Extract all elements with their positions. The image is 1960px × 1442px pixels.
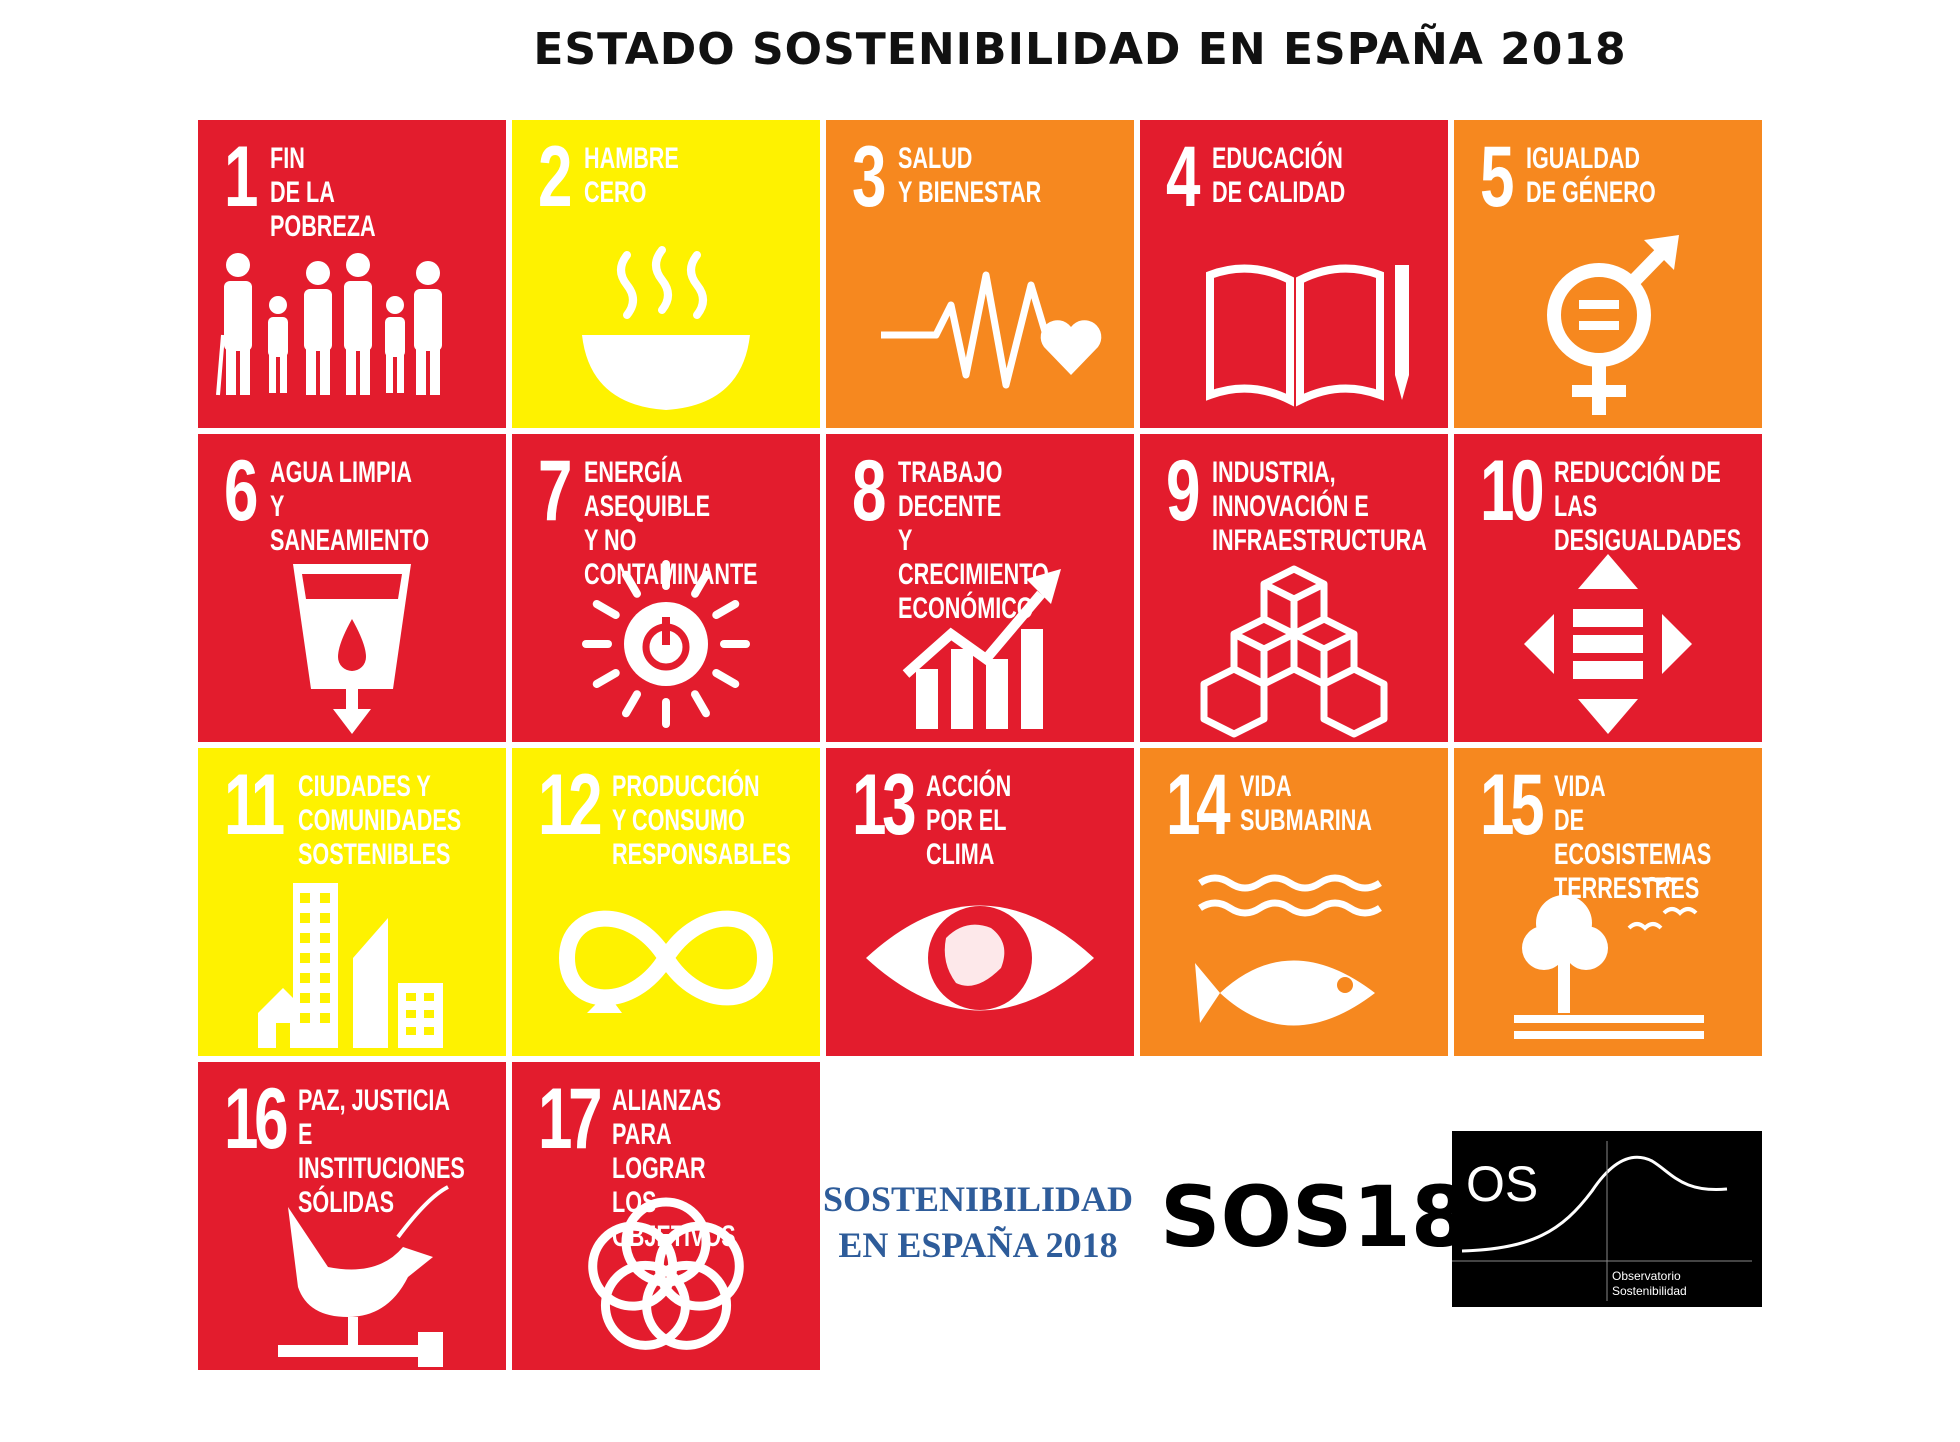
sdg-number: 4 xyxy=(1166,129,1200,225)
sdg-label: TRABAJO DECENTE Y CRECIMIENTO ECONÓMICO xyxy=(898,456,1049,625)
dove-gavel-icon xyxy=(198,1177,506,1367)
cubes-icon xyxy=(1140,549,1448,739)
fish-waves-icon xyxy=(1140,863,1448,1053)
sun-power-icon xyxy=(512,549,820,739)
sdg-tile-15: 15 VIDA DE ECOSISTEMAS TERRESTRES xyxy=(1454,748,1762,1056)
sdg-tile-3: 3 SALUD Y BIENESTAR xyxy=(826,120,1134,428)
family-icon xyxy=(198,235,506,425)
infinity-loop-icon xyxy=(512,863,820,1053)
sdg-tile-9: 9 INDUSTRIA, INNOVACIÓN E INFRAESTRUCTURA xyxy=(1140,434,1448,742)
sdg-tile-2: 2 HAMBRE CERO xyxy=(512,120,820,428)
sdg-number: 6 xyxy=(224,443,258,539)
sdg-tile-17: 17 ALIANZAS PARA LOGRAR LOS OBJETIVOS xyxy=(512,1062,820,1370)
partnership-rings-icon xyxy=(512,1177,820,1367)
sdg-label: PAZ, JUSTICIA E INSTITUCIONES SÓLIDAS xyxy=(298,1084,465,1219)
sdg-number: 7 xyxy=(538,443,572,539)
sdg-number: 14 xyxy=(1166,757,1231,853)
sdg-tile-5: 5 IGUALDAD DE GÉNERO xyxy=(1454,120,1762,428)
sdg-label: INDUSTRIA, INNOVACIÓN E INFRAESTRUCTURA xyxy=(1212,456,1427,557)
growth-chart-icon xyxy=(826,549,1134,739)
sdg-tile-8: 8 TRABAJO DECENTE Y CRECIMIENTO ECONÓMICO xyxy=(826,434,1134,742)
sdg-label: AGUA LIMPIA Y SANEAMIENTO xyxy=(270,456,430,557)
sdg-number: 5 xyxy=(1480,129,1514,225)
sdg-label: HAMBRE CERO xyxy=(584,142,679,209)
sdg-label: REDUCCIÓN DE LAS DESIGUALDADES xyxy=(1554,456,1742,557)
logo-name: Observatorio Sostenibilidad xyxy=(1612,1269,1687,1298)
sdg-number: 15 xyxy=(1480,757,1545,853)
sdg-tile-12: 12 PRODUCCIÓN Y CONSUMO RESPONSABLES xyxy=(512,748,820,1056)
sdg-number: 2 xyxy=(538,129,572,225)
sdg-number: 13 xyxy=(852,757,917,853)
sdg-label: VIDA SUBMARINA xyxy=(1240,770,1372,837)
sdg-tile-16: 16 PAZ, JUSTICIA E INSTITUCIONES SÓLIDAS xyxy=(198,1062,506,1370)
sdg-tile-14: 14 VIDA SUBMARINA xyxy=(1140,748,1448,1056)
gender-equality-icon xyxy=(1454,235,1762,425)
sdg-number: 17 xyxy=(538,1071,603,1167)
sdg-tile-10: 10 REDUCCIÓN DE LAS DESIGUALDADES xyxy=(1454,434,1762,742)
sdg-number: 8 xyxy=(852,443,886,539)
sdg-tile-11: 11 CIUDADES Y COMUNIDADES SOSTENIBLES xyxy=(198,748,506,1056)
sdg-number: 11 xyxy=(224,757,285,853)
equality-arrows-icon xyxy=(1454,549,1762,739)
sdg-number: 12 xyxy=(538,757,603,853)
book-pencil-icon xyxy=(1140,235,1448,425)
sdg-tile-6: 6 AGUA LIMPIA Y SANEAMIENTO xyxy=(198,434,506,742)
sdg-label: PRODUCCIÓN Y CONSUMO RESPONSABLES xyxy=(612,770,791,871)
logo-initials: OS xyxy=(1466,1156,1539,1212)
logo-curve-icon xyxy=(1452,1141,1752,1301)
page-title: ESTADO SOSTENIBILIDAD EN ESPAÑA 2018 xyxy=(533,24,1627,75)
tree-birds-icon xyxy=(1454,863,1762,1053)
soup-bowl-icon xyxy=(512,235,820,425)
sdg-label: ACCIÓN POR EL CLIMA xyxy=(926,770,1012,871)
sdg-label: VIDA DE ECOSISTEMAS TERRESTRES xyxy=(1554,770,1712,905)
sdg-label: SALUD Y BIENESTAR xyxy=(898,142,1042,209)
sdg-number: 10 xyxy=(1480,443,1545,539)
report-title: SOSTENIBILIDAD EN ESPAÑA 2018 xyxy=(822,1179,1134,1265)
city-buildings-icon xyxy=(198,863,506,1053)
heartbeat-icon xyxy=(826,235,1134,425)
sdg-number: 9 xyxy=(1166,443,1200,539)
earth-eye-icon xyxy=(826,863,1134,1053)
sdg-tile-13: 13 ACCIÓN POR EL CLIMA xyxy=(826,748,1134,1056)
report-code: SOS18 xyxy=(1160,1168,1470,1266)
sdg-label: IGUALDAD DE GÉNERO xyxy=(1526,142,1656,209)
sdg-number: 1 xyxy=(224,129,258,225)
sdg-number: 3 xyxy=(852,129,886,225)
water-glass-icon xyxy=(198,549,506,739)
sdg-tile-7: 7 ENERGÍA ASEQUIBLE Y NO CONTAMINANTE xyxy=(512,434,820,742)
sdg-number: 16 xyxy=(224,1071,289,1167)
sdg-tile-1: 1 FIN DE LA POBREZA xyxy=(198,120,506,428)
sdg-label: ENERGÍA ASEQUIBLE Y NO CONTAMINANTE xyxy=(584,456,758,591)
observatorio-logo: OS Observatorio Sostenibilidad xyxy=(1452,1131,1762,1307)
sdg-label: CIUDADES Y COMUNIDADES SOSTENIBLES xyxy=(298,770,462,871)
sdg-label: FIN DE LA POBREZA xyxy=(270,142,376,243)
sdg-label: EDUCACIÓN DE CALIDAD xyxy=(1212,142,1346,209)
sdg-tile-4: 4 EDUCACIÓN DE CALIDAD xyxy=(1140,120,1448,428)
